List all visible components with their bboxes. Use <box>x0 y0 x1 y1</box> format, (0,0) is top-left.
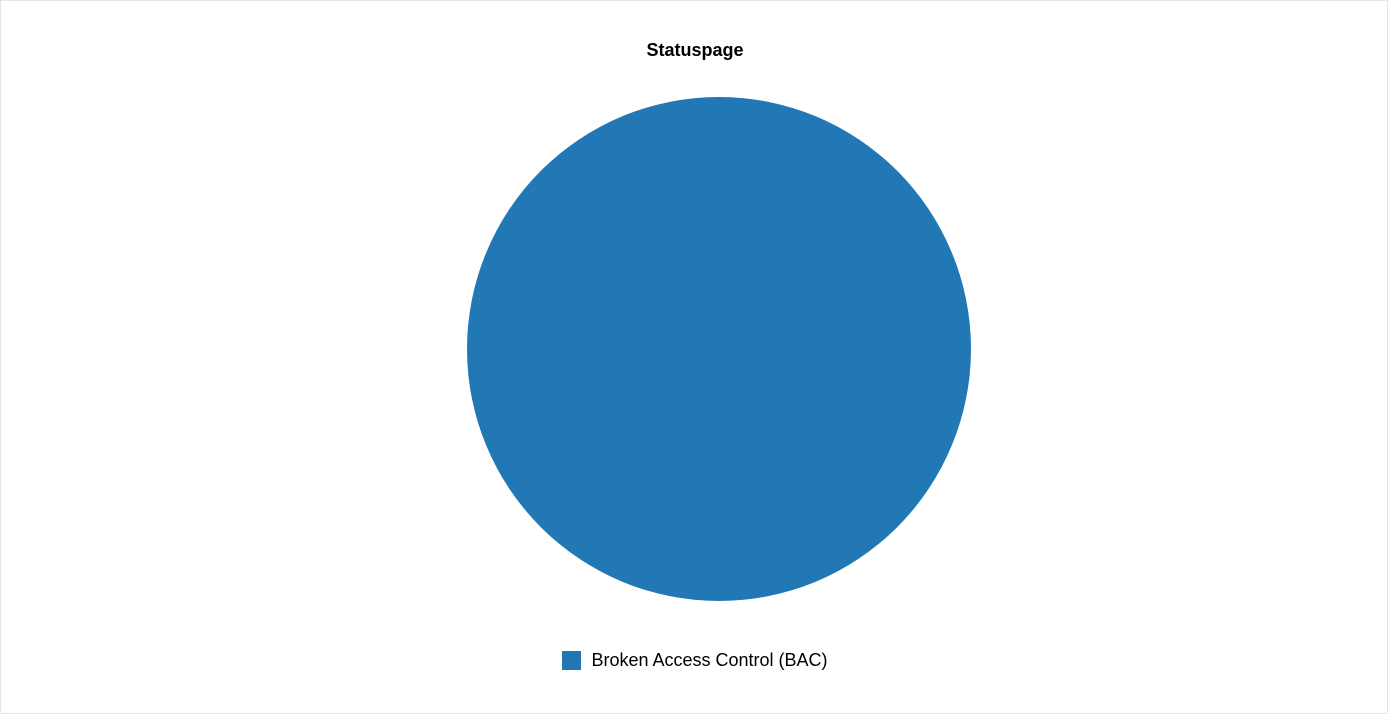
legend-swatch <box>562 650 582 670</box>
pie-slice-0[interactable] <box>467 97 971 601</box>
chart-title: Statuspage <box>646 40 744 60</box>
legend: Broken Access Control (BAC) <box>1 649 1388 671</box>
legend-label: Broken Access Control (BAC) <box>591 650 828 670</box>
legend-item-bac[interactable]: Broken Access Control (BAC) <box>562 649 828 671</box>
